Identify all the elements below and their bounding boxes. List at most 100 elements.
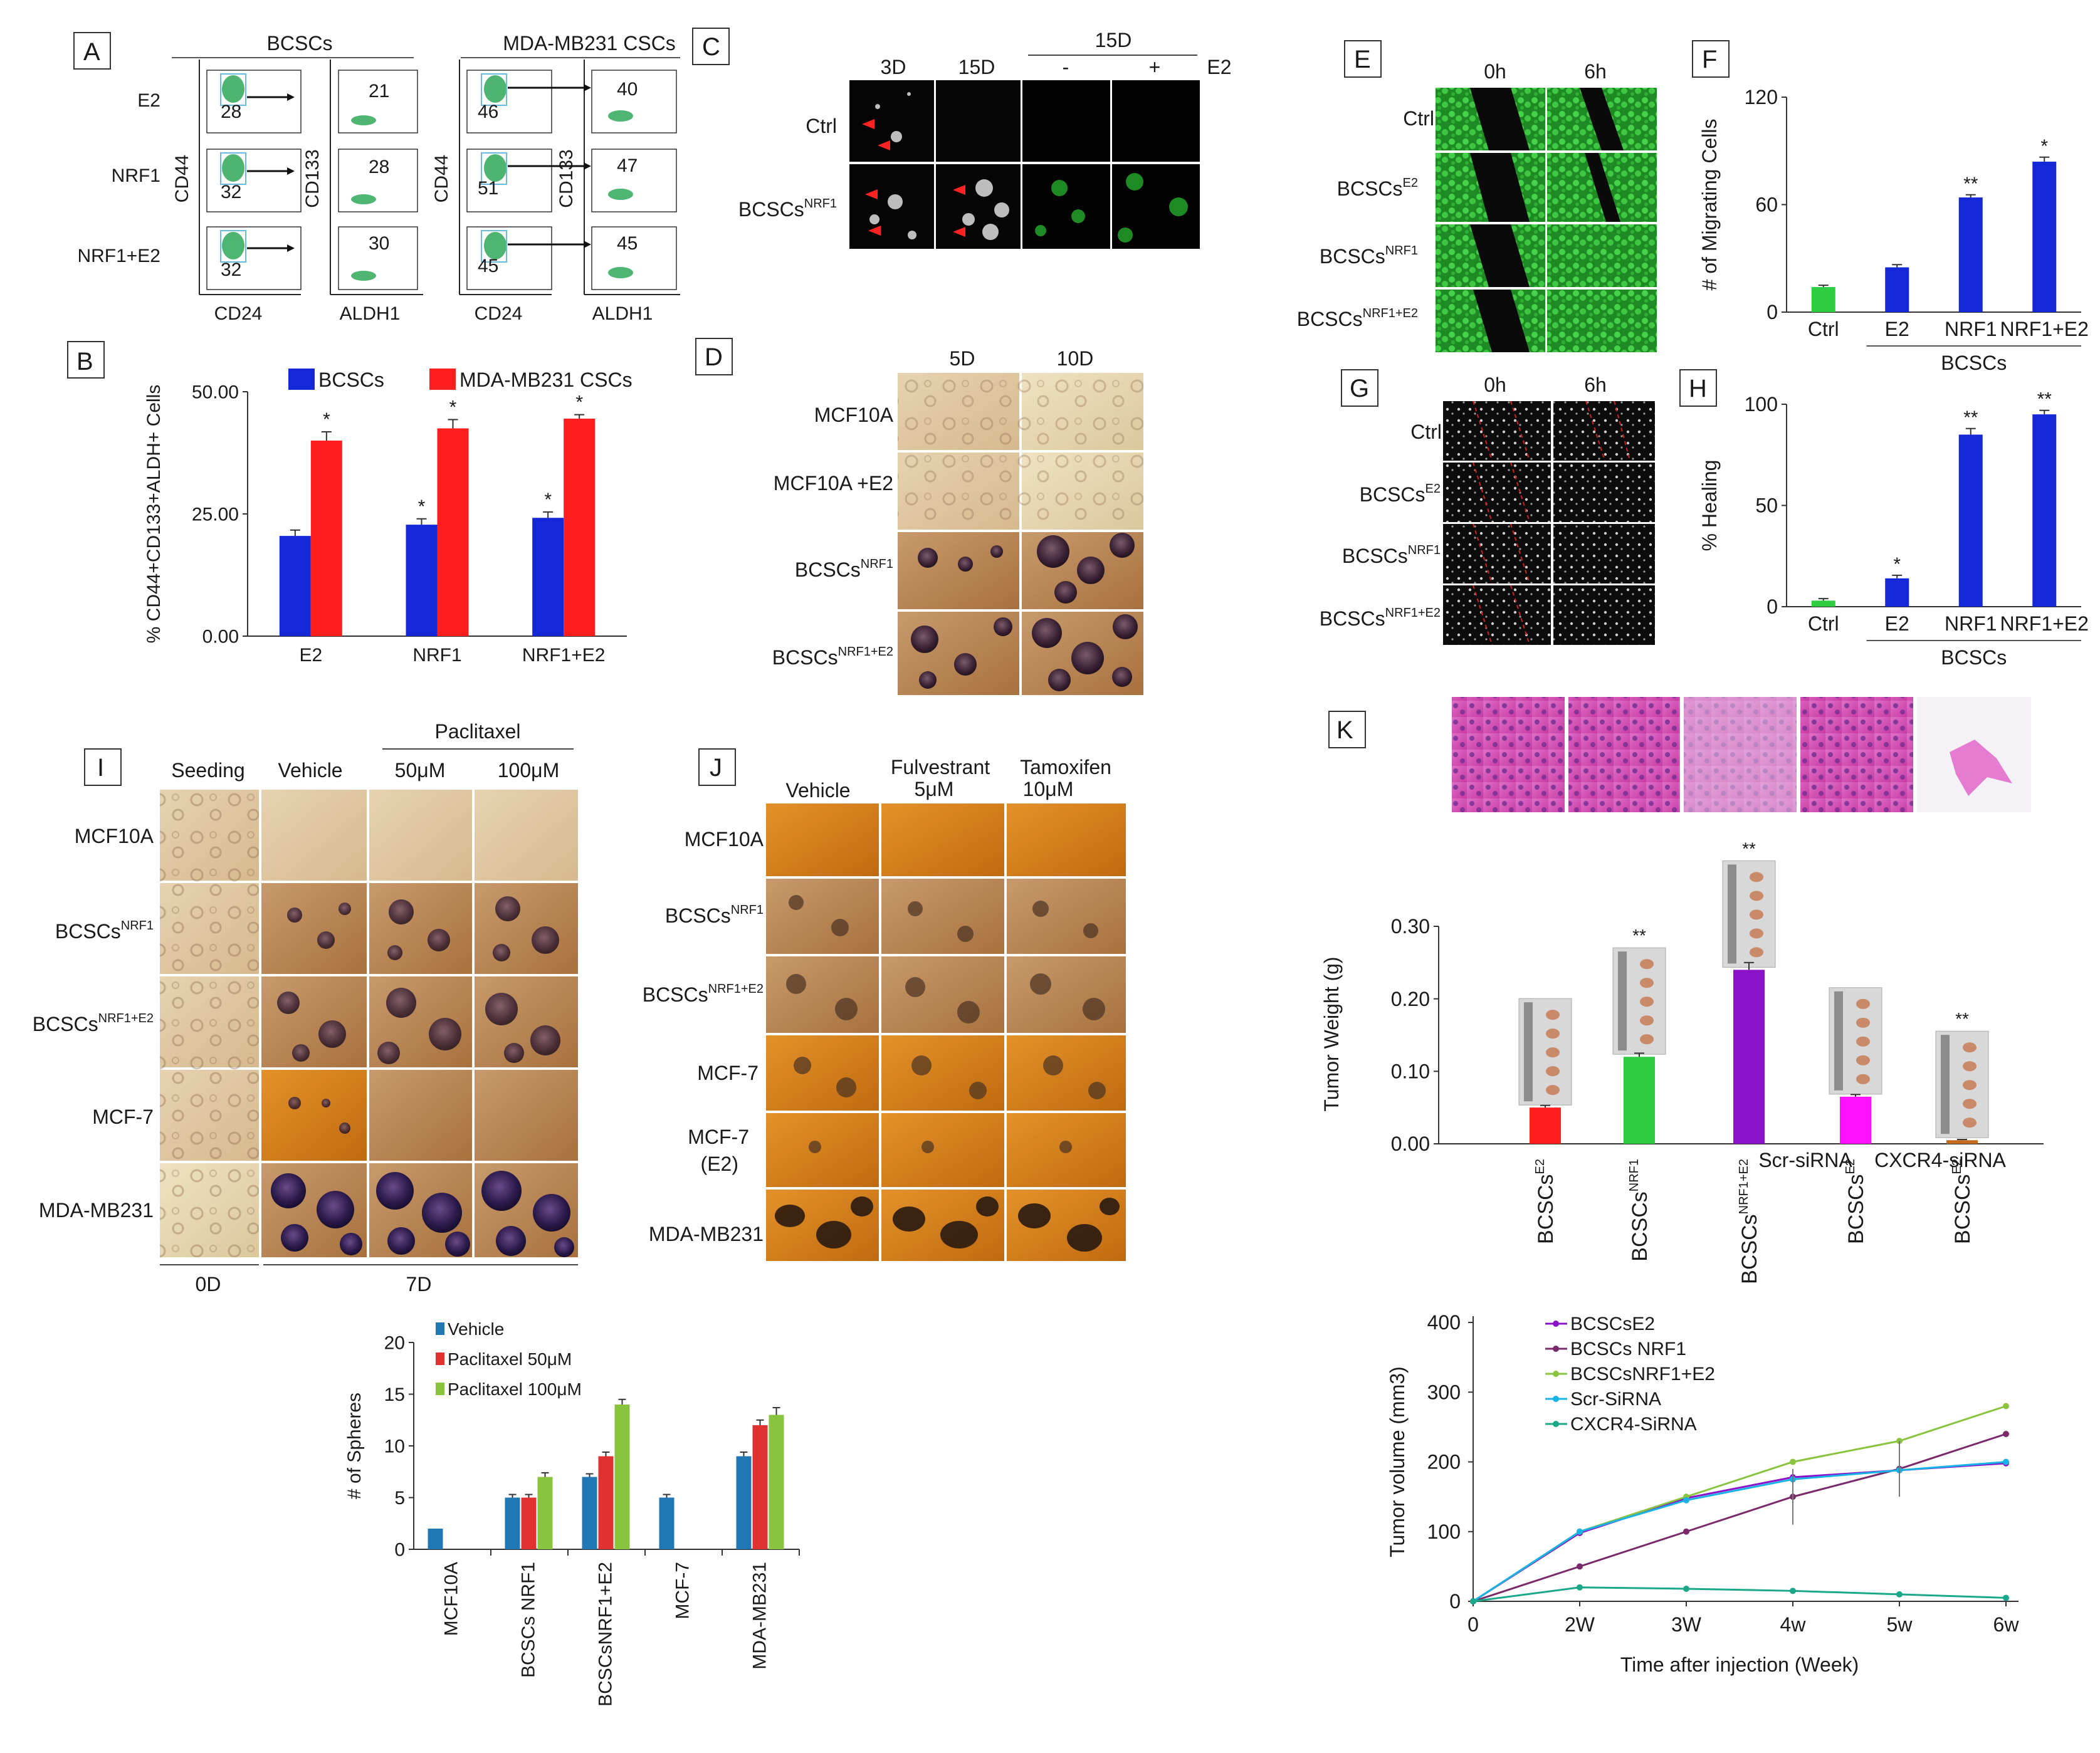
bar — [2032, 161, 2057, 312]
panel-c-row-ctrl: Ctrl — [806, 115, 837, 137]
tumor — [1640, 1015, 1654, 1026]
bar-paclitaxel-100-m — [614, 1405, 630, 1549]
tumor — [1546, 1028, 1560, 1039]
series-line — [1473, 1461, 2007, 1603]
flow-plot — [338, 226, 418, 290]
chart-k: 0.00 0.10 0.20 0.30 Tumor Weight (g) BCSCsE2 *… — [1320, 839, 2044, 1284]
panel-d-letter: D — [705, 343, 723, 371]
bar-paclitaxel-100-m — [769, 1415, 784, 1549]
data-point — [1683, 1528, 1689, 1535]
x-tick-label: BCSCsE2 — [1844, 1159, 1868, 1244]
panel-h: H 0 50 100 % Healing Ctrl * E2 ** NRF1 ** NRF1+E2 B… — [1679, 369, 2089, 669]
data-point — [2003, 1594, 2009, 1601]
significance-mark: ** — [1632, 926, 1646, 945]
x-tick-label: BCSCsE2 — [1533, 1159, 1558, 1244]
y-axis-title: % CD44+CD133+ALDH+ Cells — [144, 385, 164, 644]
tumor — [1856, 1055, 1870, 1065]
tumor — [1750, 909, 1763, 920]
bcscs-gate-value: 28 — [221, 102, 241, 122]
y-axis-title: % Healing — [1698, 460, 1721, 552]
panel-c-15d: 15D — [958, 56, 995, 78]
flow-plot — [338, 149, 418, 212]
panel-a-cd24-label-2: CD24 — [475, 303, 523, 324]
panel-f-frame — [1692, 40, 1730, 78]
bar-mda-mb231-cscs — [437, 428, 469, 636]
ruler — [1524, 1002, 1533, 1102]
panel-j-row: MCF10A — [685, 828, 764, 850]
panel-c: C 15D 3D 15D - + E2 Ctrl BCSCsNRF1 — [692, 28, 1232, 249]
legend-label: BCSCsE2 — [1570, 1314, 1655, 1334]
panel-h-letter: H — [1689, 375, 1707, 402]
legend-label: BCSCsNRF1+E2 — [1570, 1364, 1715, 1384]
bar — [1624, 1057, 1655, 1144]
significance-mark: ** — [1963, 174, 1978, 194]
panel-g-0h: 0h — [1484, 374, 1506, 396]
legend-label: Paclitaxel 100μM — [448, 1379, 582, 1399]
significance-mark: * — [1893, 554, 1901, 575]
panel-a-cd133-label-2: CD133 — [556, 149, 577, 207]
chart-f: 0 60 120 # of Migrating Cells Ctrl E2 ** NRF1 * N… — [1698, 86, 2089, 374]
panel-a-mda-title: MDA-MB231 CSCs — [503, 32, 676, 55]
legend-marker — [1553, 1346, 1559, 1352]
flow-plot — [206, 149, 302, 212]
image-g — [1443, 524, 1551, 583]
flow-plot — [591, 70, 677, 133]
y-tick-label: 120 — [1745, 86, 1778, 108]
group-label: BCSCs — [1941, 646, 2007, 669]
legend-swatch — [429, 369, 456, 390]
x-tick-label: 4w — [1780, 1613, 1807, 1636]
chart-h: 0 50 100 % Healing Ctrl * E2 ** NRF1 ** NRF1+E2 BCS… — [1698, 389, 2089, 669]
bar — [1530, 1107, 1561, 1144]
legend-swatch — [436, 1353, 444, 1365]
chart-tumor-volume: 0 100 200 300 400 0 2W 3W 4w 5w 6w Tumor volume (mm… — [1386, 1311, 2019, 1676]
image-g — [1553, 401, 1655, 461]
flow-plot — [591, 226, 677, 290]
flow-plot — [206, 70, 302, 133]
panel-g-6h: 6h — [1584, 374, 1607, 396]
panel-a: A BCSCs MDA-MB231 CSCs E2 NRF1 NRF1+E2 C… — [73, 32, 680, 324]
bar — [1885, 267, 1909, 312]
image-g — [1553, 524, 1655, 583]
x-tick-label: NRF1+E2 — [522, 645, 606, 666]
panel-a-row-nrf1e2: NRF1+E2 — [77, 246, 160, 266]
panel-a-frame — [73, 32, 111, 70]
significance-mark: ** — [1955, 1009, 1969, 1028]
significance-mark: ** — [2037, 389, 2052, 410]
panel-g-row: BCSCsNRF1+E2 — [1320, 606, 1441, 630]
y-tick-label: 0.00 — [1391, 1133, 1430, 1155]
y-tick-label: 5 — [394, 1488, 405, 1509]
panel-a-cd24-label: CD24 — [214, 303, 263, 324]
panel-g-letter: G — [1350, 375, 1369, 402]
significance-mark: * — [449, 397, 457, 417]
bar — [1885, 578, 1909, 607]
panel-j-row: BCSCsNRF1+E2 — [643, 982, 764, 1006]
tumor — [1856, 1074, 1870, 1084]
panel-j-fulv-dose: 5μM — [915, 778, 954, 800]
panel-d: D 5D 10D MCF10A MCF10A +E2 BCSCsNRF1 BCS… — [695, 338, 1143, 695]
mda-gate-value: 45 — [478, 256, 498, 276]
he-stain — [1950, 740, 2012, 796]
image-3d-ctrl — [849, 80, 934, 162]
panel-j-tam: Tamoxifen — [1020, 756, 1111, 778]
panel-a-aldh1-label: ALDH1 — [340, 303, 401, 324]
panel-j-fulv: Fulvestrant — [891, 756, 990, 778]
panel-d-frame — [695, 338, 733, 375]
spheres-d — [911, 533, 1138, 691]
series-line — [1473, 1405, 2007, 1603]
x-tick-label: BCSCsNRF1 — [1627, 1159, 1652, 1262]
significance-mark: * — [323, 409, 330, 430]
image-g — [1443, 401, 1551, 461]
panel-e-row: Ctrl — [1403, 107, 1434, 130]
x-tick-label: MCF10A — [441, 1562, 462, 1636]
mda-aldh-value: 45 — [617, 233, 638, 254]
x-tick-label: 6w — [1993, 1613, 2020, 1636]
panel-b-letter: B — [76, 348, 93, 375]
panel-f: F 0 60 120 # of Migrating Cells Ctrl E2 ** NRF1… — [1692, 40, 2089, 374]
data-point — [2003, 1403, 2009, 1410]
tumor — [1640, 1034, 1654, 1045]
x-tick-label: NRF1 — [412, 645, 461, 666]
tumor — [1546, 1047, 1560, 1058]
data-point — [2003, 1458, 2009, 1465]
panel-i-row: BCSCsNRF1+E2 — [33, 1012, 154, 1035]
